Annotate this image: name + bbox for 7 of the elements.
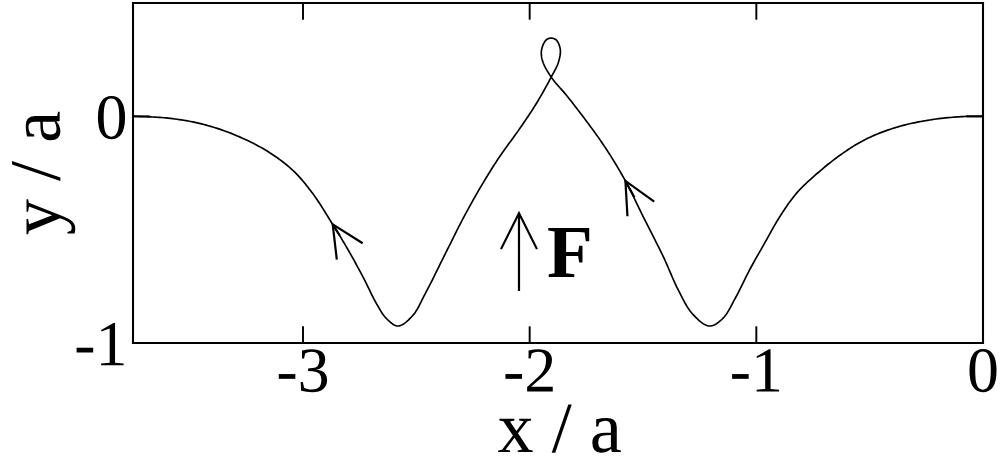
x-tick-label: -2 xyxy=(505,349,553,392)
x-axis-title: x / a xyxy=(498,404,621,453)
x-tick-label: -1 xyxy=(732,349,780,392)
y-axis-title: y / a xyxy=(12,111,76,235)
annotation: F xyxy=(548,227,590,278)
x-tick-label: -3 xyxy=(278,349,328,393)
x-tick-label: 0 xyxy=(969,349,997,393)
